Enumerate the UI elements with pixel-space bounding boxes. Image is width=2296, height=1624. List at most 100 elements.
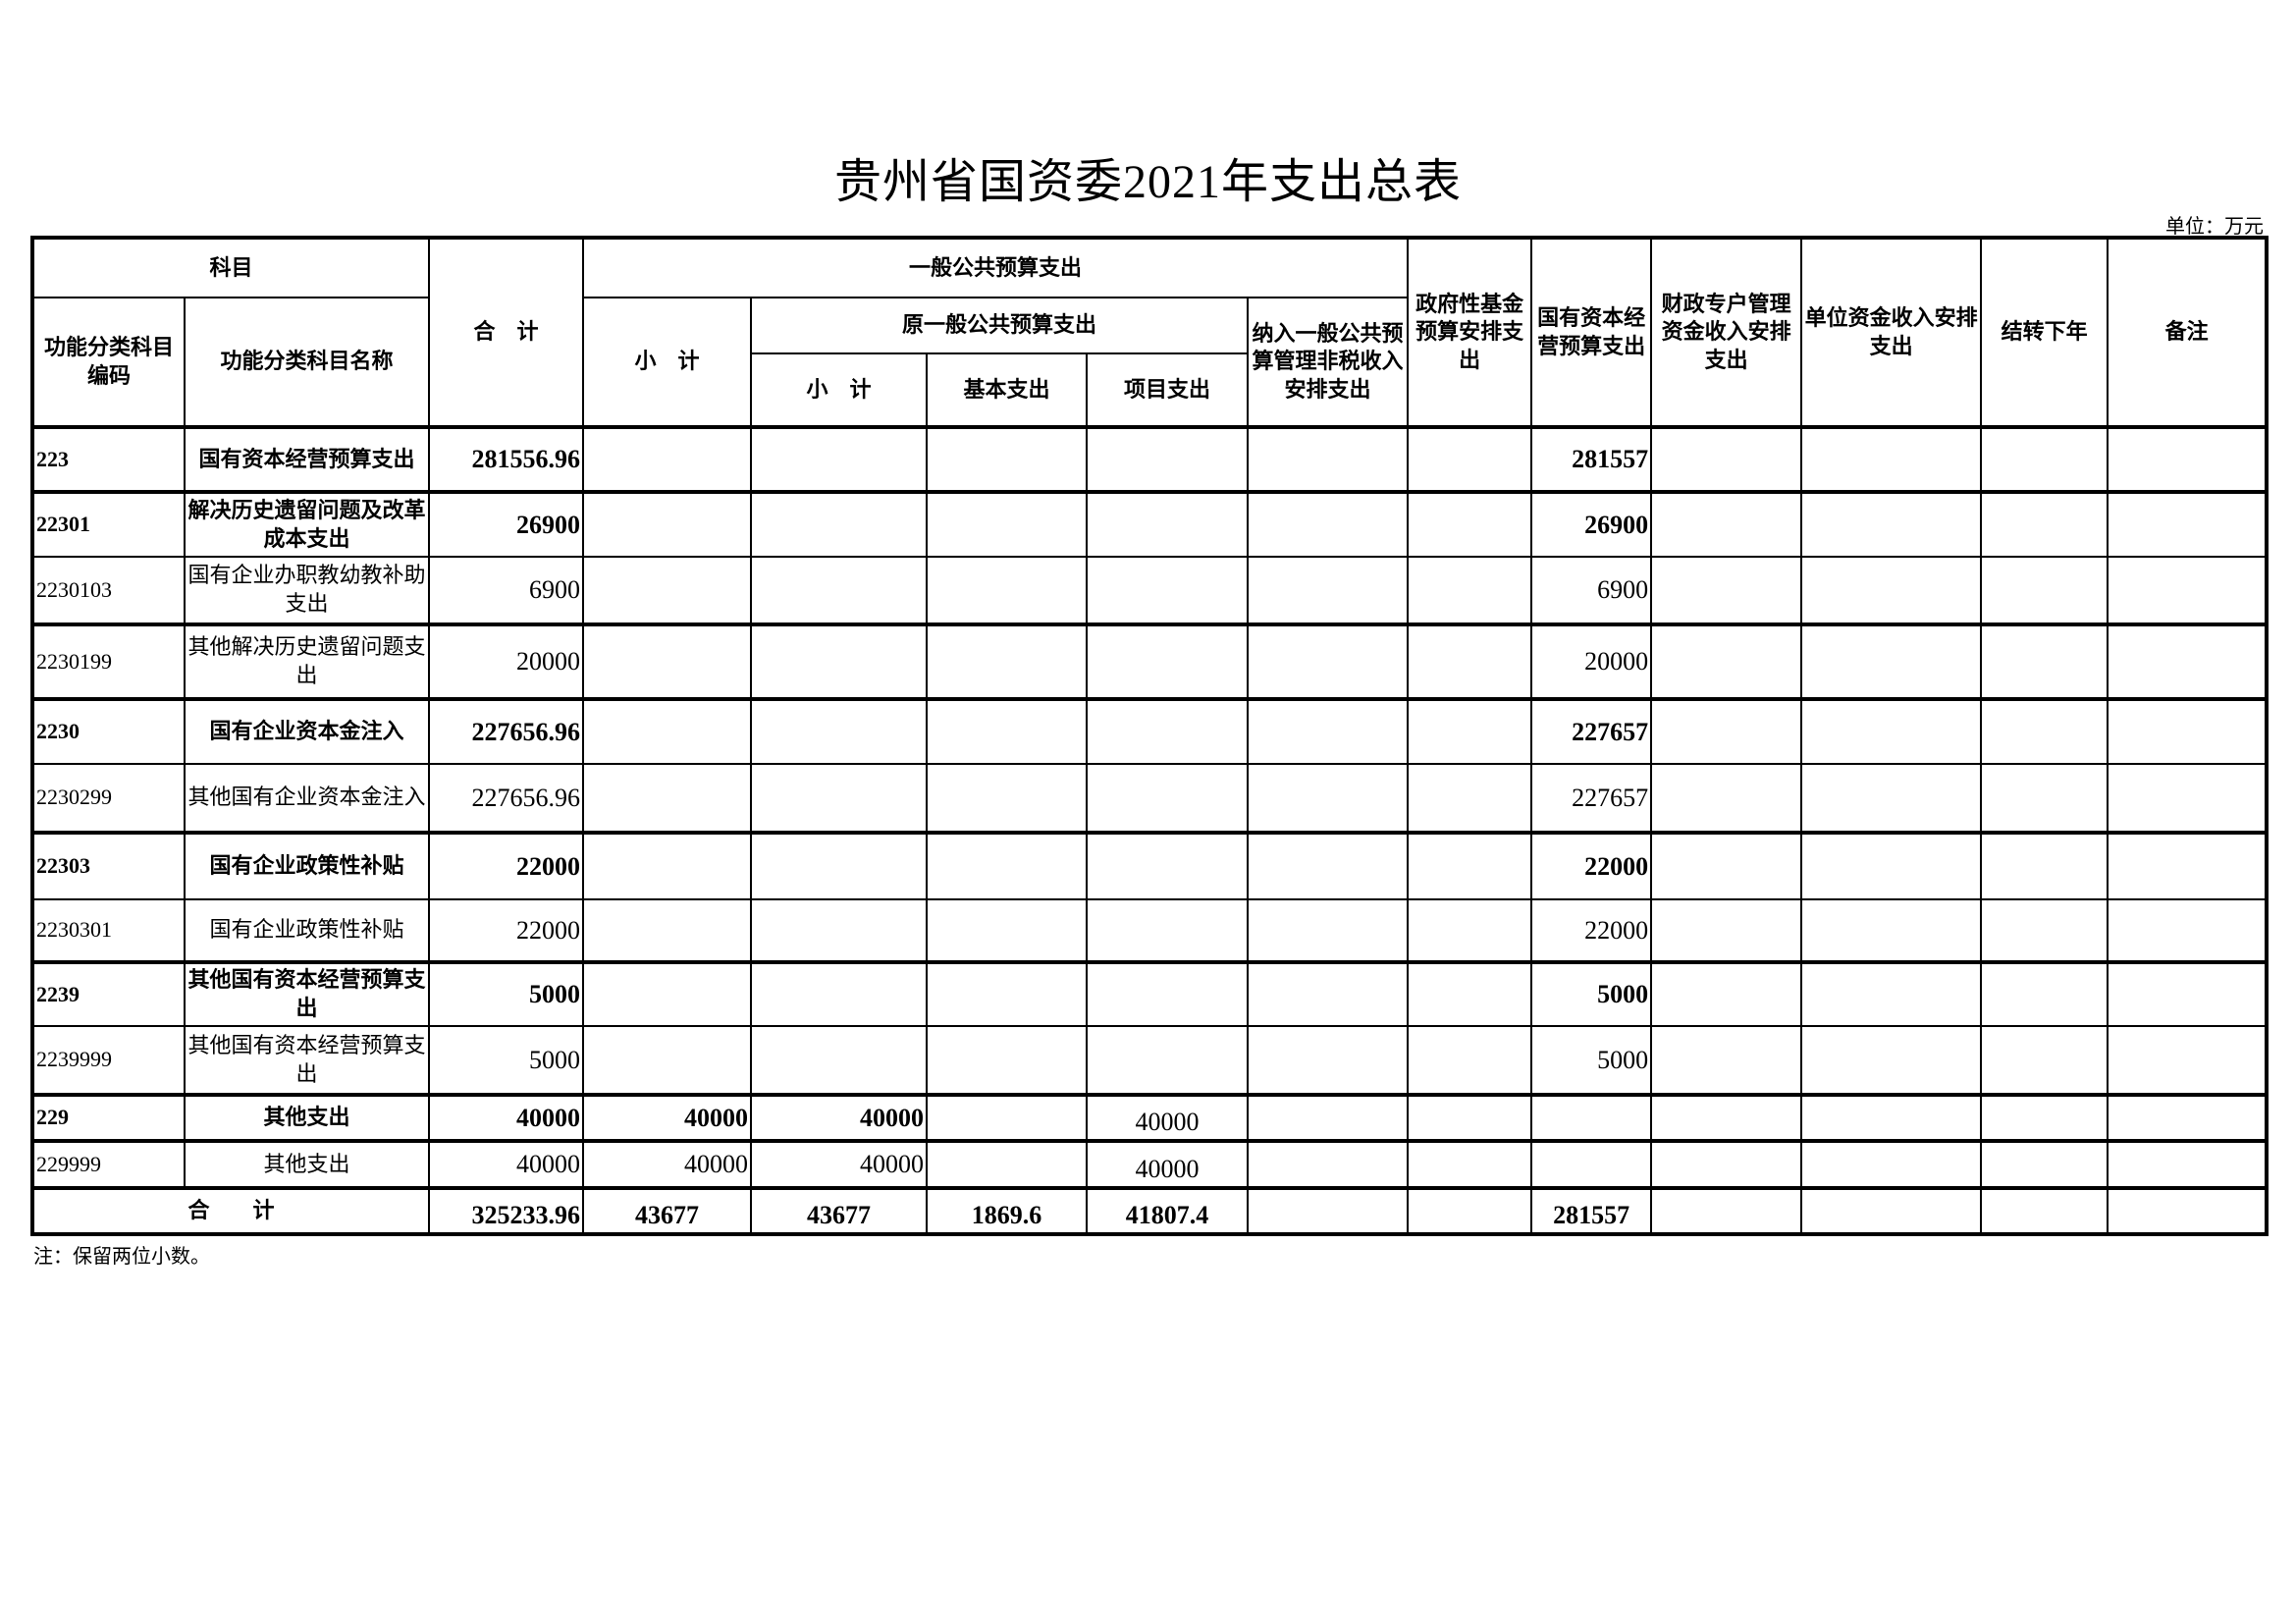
- table-row: 2230301 国有企业政策性补贴 22000 22000: [31, 898, 2269, 963]
- cell-nontax: [1247, 898, 1410, 963]
- cell-soe: 26900: [1530, 490, 1653, 558]
- cell-soe: 227657: [1530, 763, 1653, 834]
- total-remark: [2107, 1186, 2269, 1235]
- cell-gen-subtotal: [582, 556, 753, 625]
- cell-govfund: [1407, 831, 1533, 900]
- cell-special: [1650, 1093, 1803, 1142]
- cell-project: 40000: [1086, 1093, 1250, 1142]
- cell-name: 其他国有企业资本金注入: [183, 763, 431, 834]
- cell-govfund: [1407, 623, 1533, 700]
- cell-special: [1650, 1139, 1803, 1189]
- cell-govfund: [1407, 490, 1533, 558]
- total-gen-subtotal: 43677: [582, 1186, 753, 1235]
- cell-gen-subtotal: [582, 898, 753, 963]
- cell-total: 6900: [428, 556, 585, 625]
- cell-orig-subtotal: [750, 1025, 929, 1096]
- cell-unitfund: [1800, 898, 1983, 963]
- header-subject: 科目: [30, 237, 431, 298]
- cell-total: 281556.96: [428, 425, 585, 493]
- cell-govfund: [1407, 1025, 1533, 1096]
- totals-label: 合 计: [30, 1186, 431, 1235]
- total-carry: [1980, 1186, 2109, 1235]
- cell-unitfund: [1800, 1139, 1983, 1189]
- header-project: 项目支出: [1086, 352, 1250, 428]
- header-remark: 备注: [2107, 237, 2269, 428]
- cell-govfund: [1407, 763, 1533, 834]
- cell-nontax: [1247, 960, 1410, 1027]
- cell-basic: [926, 556, 1089, 625]
- cell-carry: [1980, 763, 2109, 834]
- cell-remark: [2107, 556, 2269, 625]
- cell-total: 5000: [428, 960, 585, 1027]
- cell-remark: [2107, 1139, 2269, 1189]
- cell-govfund: [1407, 960, 1533, 1027]
- cell-nontax: [1247, 1025, 1410, 1096]
- table-row: 22301 解决历史遗留问题及改革成本支出 26900 26900: [31, 490, 2269, 558]
- cell-nontax: [1247, 697, 1410, 765]
- total-govfund: [1407, 1186, 1533, 1235]
- total-total: 325233.96: [428, 1186, 585, 1235]
- cell-special: [1650, 490, 1803, 558]
- table-row: 2239 其他国有资本经营预算支出 5000 5000: [31, 960, 2269, 1027]
- cell-remark: [2107, 425, 2269, 493]
- cell-unitfund: [1800, 960, 1983, 1027]
- cell-carry: [1980, 1093, 2109, 1142]
- cell-gen-subtotal: [582, 697, 753, 765]
- cell-govfund: [1407, 1139, 1533, 1189]
- unit-label: 单位：万元: [2165, 216, 2264, 238]
- cell-unitfund: [1800, 623, 1983, 700]
- cell-gen-subtotal: [582, 1025, 753, 1096]
- cell-basic: [926, 1093, 1089, 1142]
- cell-project: 40000: [1086, 1139, 1250, 1189]
- cell-soe: 281557: [1530, 425, 1653, 493]
- cell-orig-subtotal: [750, 556, 929, 625]
- cell-name: 国有企业政策性补贴: [183, 831, 431, 900]
- cell-gen-subtotal: [582, 831, 753, 900]
- cell-special: [1650, 697, 1803, 765]
- cell-nontax: [1247, 831, 1410, 900]
- cell-carry: [1980, 898, 2109, 963]
- cell-name: 其他支出: [183, 1139, 431, 1189]
- cell-carry: [1980, 831, 2109, 900]
- cell-special: [1650, 831, 1803, 900]
- header-unitfund: 单位资金收入安排支出: [1800, 237, 1983, 428]
- cell-total: 26900: [428, 490, 585, 558]
- cell-gen-subtotal: [582, 425, 753, 493]
- header-name: 功能分类科目名称: [183, 297, 431, 428]
- cell-remark: [2107, 898, 2269, 963]
- cell-carry: [1980, 1139, 2109, 1189]
- cell-orig-subtotal: [750, 960, 929, 1027]
- total-special: [1650, 1186, 1803, 1235]
- cell-name: 其他国有资本经营预算支出: [183, 960, 431, 1027]
- cell-name: 其他解决历史遗留问题支出: [183, 623, 431, 700]
- cell-remark: [2107, 623, 2269, 700]
- cell-project: [1086, 490, 1250, 558]
- cell-nontax: [1247, 1139, 1410, 1189]
- cell-unitfund: [1800, 425, 1983, 493]
- cell-basic: [926, 1139, 1089, 1189]
- cell-code: 22303: [31, 831, 186, 900]
- cell-orig-subtotal: [750, 623, 929, 700]
- cell-remark: [2107, 1093, 2269, 1142]
- table-row: 22303 国有企业政策性补贴 22000 22000: [31, 831, 2269, 900]
- cell-govfund: [1407, 697, 1533, 765]
- total-orig-subtotal: 43677: [750, 1186, 929, 1235]
- cell-unitfund: [1800, 831, 1983, 900]
- cell-soe: 22000: [1530, 898, 1653, 963]
- cell-code: 2230: [31, 697, 186, 765]
- cell-project: [1086, 623, 1250, 700]
- cell-code: 2230103: [31, 556, 186, 625]
- cell-carry: [1980, 960, 2109, 1027]
- cell-project: [1086, 1025, 1250, 1096]
- cell-basic: [926, 898, 1089, 963]
- cell-code: 223: [31, 425, 186, 493]
- total-basic: 1869.6: [926, 1186, 1089, 1235]
- header-gen-subtotal: 小 计: [582, 297, 753, 428]
- cell-unitfund: [1800, 763, 1983, 834]
- table-row: 2230199 其他解决历史遗留问题支出 20000 20000: [31, 623, 2269, 700]
- cell-code: 2230299: [31, 763, 186, 834]
- cell-code: 22301: [31, 490, 186, 558]
- cell-total: 40000: [428, 1093, 585, 1142]
- cell-remark: [2107, 831, 2269, 900]
- cell-unitfund: [1800, 1025, 1983, 1096]
